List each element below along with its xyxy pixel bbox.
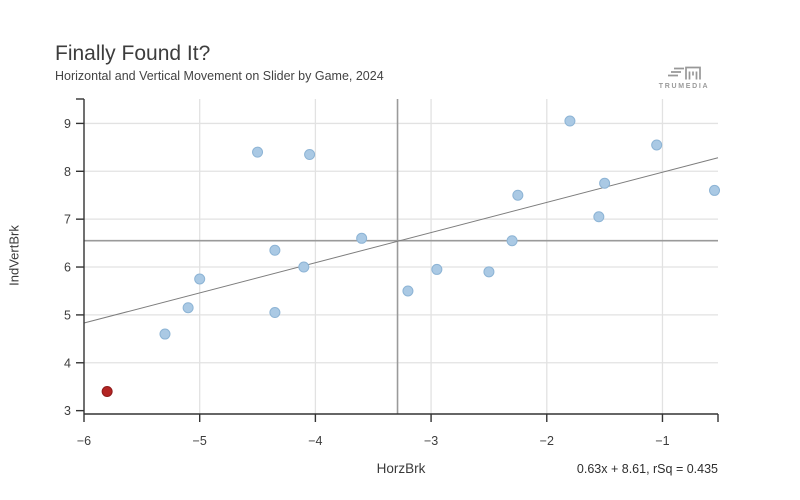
chart-title: Finally Found It?	[55, 42, 211, 65]
data-point[interactable]	[709, 184, 721, 196]
data-point[interactable]	[159, 328, 171, 340]
x-tick-label: −6	[77, 434, 91, 448]
y-tick-label: 3	[64, 404, 71, 418]
x-tick-label: −3	[424, 434, 438, 448]
chart-header: Finally Found It? Horizontal and Vertica…	[55, 42, 384, 83]
trumedia-logo-icon	[668, 66, 701, 80]
data-point[interactable]	[269, 244, 281, 256]
y-tick-label: 5	[64, 308, 71, 322]
data-point[interactable]	[506, 235, 518, 247]
x-axis-label: HorzBrk	[376, 461, 426, 476]
y-tick-label: 8	[64, 165, 71, 179]
y-tick-label: 6	[64, 261, 71, 275]
chart-subtitle: Horizontal and Vertical Movement on Slid…	[55, 69, 384, 84]
y-axis-label: IndVertBrk	[6, 225, 22, 286]
data-point[interactable]	[431, 263, 443, 275]
data-point[interactable]	[483, 266, 495, 278]
x-tick-label: −1	[655, 434, 669, 448]
y-tick-label: 9	[64, 117, 71, 131]
data-point[interactable]	[356, 232, 368, 244]
data-point[interactable]	[512, 189, 524, 201]
trumedia-logo-text: TRUMEDIA	[658, 83, 710, 90]
data-point[interactable]	[402, 285, 414, 297]
data-point[interactable]	[651, 139, 663, 151]
x-tick-label: −5	[193, 434, 207, 448]
trumedia-logo: TRUMEDIA	[658, 66, 710, 90]
highlighted-data-point[interactable]	[101, 386, 113, 397]
data-point[interactable]	[194, 273, 206, 285]
data-point[interactable]	[599, 177, 611, 189]
data-point[interactable]	[252, 146, 264, 158]
data-point[interactable]	[298, 261, 310, 273]
data-point[interactable]	[593, 211, 605, 223]
data-point[interactable]	[182, 302, 194, 314]
trend-line	[83, 157, 719, 324]
y-tick-label: 4	[64, 356, 71, 370]
y-tick-label: 7	[64, 213, 71, 227]
x-tick-label: −4	[308, 434, 322, 448]
data-point[interactable]	[269, 307, 281, 319]
trend-equation-label: 0.63x + 8.61, rSq = 0.435	[576, 462, 718, 476]
data-point[interactable]	[564, 115, 576, 127]
data-point[interactable]	[304, 149, 316, 161]
x-tick-label: −2	[540, 434, 554, 448]
